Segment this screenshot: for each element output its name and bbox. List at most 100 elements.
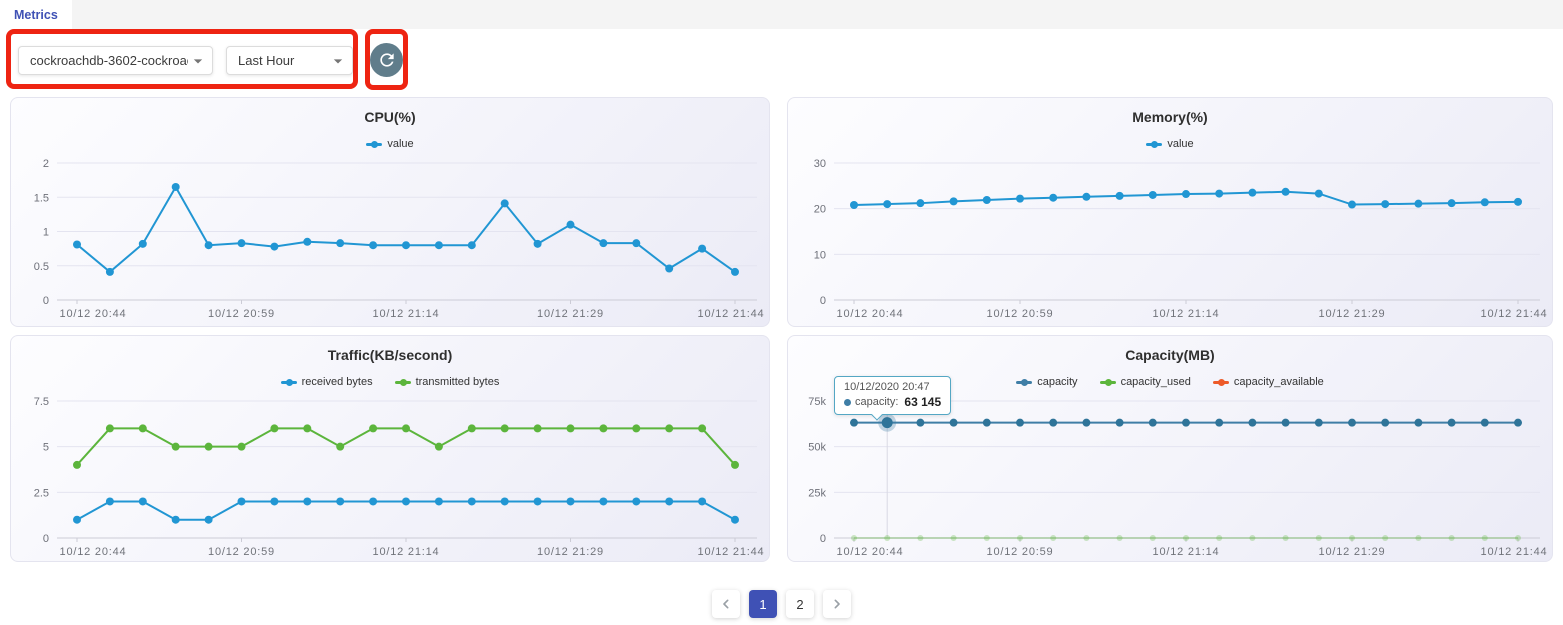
svg-text:10/12 20:59: 10/12 20:59	[208, 308, 275, 320]
legend-label: transmitted bytes	[415, 376, 500, 388]
legend-label: value	[1167, 138, 1194, 150]
svg-text:10/12 21:44: 10/12 21:44	[698, 546, 765, 558]
svg-text:10/12 20:44: 10/12 20:44	[837, 546, 904, 558]
time-range-select-value: Last Hour	[238, 53, 295, 68]
chart-legend: value	[11, 137, 769, 151]
tab-metrics-label: Metrics	[14, 7, 58, 22]
chart-title: CPU(%)	[364, 109, 416, 125]
chart-legend: received bytes transmitted bytes	[11, 375, 769, 389]
svg-text:10/12 21:14: 10/12 21:14	[1153, 308, 1220, 320]
svg-text:50k: 50k	[808, 442, 826, 454]
svg-text:25k: 25k	[808, 487, 826, 499]
svg-text:10/12 21:29: 10/12 21:29	[537, 308, 604, 320]
svg-text:10/12 20:59: 10/12 20:59	[987, 308, 1054, 320]
legend-item-received-bytes[interactable]: received bytes	[280, 376, 373, 388]
svg-text:20: 20	[814, 204, 826, 216]
legend-marker-icon	[280, 378, 297, 386]
time-range-select[interactable]: Last Hour	[226, 46, 353, 75]
svg-text:10: 10	[814, 249, 826, 261]
legend-label: capacity_available	[1233, 376, 1324, 388]
svg-text:10/12 21:44: 10/12 21:44	[1481, 546, 1548, 558]
series-dot-icon	[844, 398, 851, 406]
legend-item-transmitted-bytes[interactable]: transmitted bytes	[394, 376, 500, 388]
annotation-box-selects: cockroachdb-3602-cockroac... Last Hour	[6, 29, 358, 89]
next-page-button[interactable]	[823, 590, 851, 618]
svg-text:10/12 20:44: 10/12 20:44	[60, 546, 127, 558]
svg-text:0.5: 0.5	[34, 261, 49, 273]
svg-text:2: 2	[43, 158, 49, 170]
svg-text:10/12 20:59: 10/12 20:59	[208, 546, 275, 558]
svg-text:1: 1	[43, 227, 49, 239]
svg-text:10/12 21:29: 10/12 21:29	[537, 546, 604, 558]
svg-text:10/12 21:14: 10/12 21:14	[373, 546, 440, 558]
cpu-chart-canvas[interactable]: 0 0.5 1 1.5 2 10/12 20:44 10/12 20:59 10/12 21:…	[11, 155, 769, 323]
svg-text:0: 0	[820, 533, 826, 545]
legend-label: value	[387, 138, 414, 150]
svg-text:10/12 21:29: 10/12 21:29	[1319, 308, 1386, 320]
svg-text:10/12 21:44: 10/12 21:44	[1481, 308, 1548, 320]
legend-item-capacity_available[interactable]: capacity_available	[1212, 376, 1324, 388]
chart-panel-capacity: Capacity(MB) capacity capacity_used capaci…	[787, 335, 1553, 562]
svg-text:10/12 21:14: 10/12 21:14	[373, 308, 440, 320]
chart-panel-memory: Memory(%) value 0 10 20 30 10/12 20:44 10/12 …	[787, 97, 1553, 327]
svg-text:0: 0	[43, 533, 49, 545]
legend-label: received bytes	[301, 376, 373, 388]
legend-item-value[interactable]: value	[366, 138, 414, 150]
chart-panel-cpu: CPU(%) value 0 0.5 1 1.5 2 10/12 20:44 10/12 2…	[10, 97, 770, 327]
cluster-select[interactable]: cockroachdb-3602-cockroac...	[18, 46, 213, 75]
prev-page-button[interactable]	[712, 590, 740, 618]
svg-text:5: 5	[43, 442, 49, 454]
svg-text:0: 0	[43, 295, 49, 307]
memory-chart-canvas[interactable]: 0 10 20 30 10/12 20:44 10/12 20:59 10/12 21:14…	[788, 155, 1552, 323]
tooltip-series-label: capacity:	[855, 396, 899, 408]
legend-marker-icon	[1146, 140, 1163, 148]
tooltip-date: 10/12/2020 20:47	[844, 381, 930, 393]
legend-marker-icon	[1099, 378, 1116, 386]
tab-bar: Metrics	[0, 0, 1563, 29]
legend-label: capacity	[1037, 376, 1078, 388]
chart-title: Memory(%)	[1132, 109, 1208, 125]
chart-legend: capacity capacity_used capacity_available	[788, 375, 1552, 389]
chart-panel-traffic: Traffic(KB/second) received bytes transmi…	[10, 335, 770, 562]
svg-text:30: 30	[814, 158, 826, 170]
svg-text:10/12 21:29: 10/12 21:29	[1319, 546, 1386, 558]
chart-title: Traffic(KB/second)	[327, 347, 453, 363]
chevron-left-icon	[723, 599, 729, 609]
chart-legend: value	[788, 137, 1552, 151]
caret-down-icon	[333, 58, 343, 63]
legend-label: capacity_used	[1120, 376, 1191, 388]
svg-text:10/12 21:44: 10/12 21:44	[698, 308, 765, 320]
tooltip-value: 63 145	[904, 395, 942, 409]
chart-title: Capacity(MB)	[1125, 347, 1215, 363]
charts-grid: CPU(%) value 0 0.5 1 1.5 2 10/12 20:44 10/12 2…	[0, 97, 1563, 562]
cluster-select-value: cockroachdb-3602-cockroac...	[30, 53, 188, 68]
legend-marker-icon	[394, 378, 411, 386]
legend-marker-icon	[366, 140, 383, 148]
legend-item-capacity_used[interactable]: capacity_used	[1099, 376, 1191, 388]
toolbar: cockroachdb-3602-cockroac... Last Hour	[0, 29, 1563, 97]
legend-item-capacity[interactable]: capacity	[1016, 376, 1078, 388]
svg-text:1.5: 1.5	[34, 192, 49, 204]
page-button-2[interactable]: 2	[786, 590, 814, 618]
svg-text:0: 0	[820, 295, 826, 307]
chevron-right-icon	[834, 599, 840, 609]
caret-down-icon	[193, 58, 203, 63]
legend-marker-icon	[1016, 378, 1033, 386]
svg-text:10/12 20:59: 10/12 20:59	[987, 546, 1054, 558]
svg-text:10/12 20:44: 10/12 20:44	[837, 308, 904, 320]
refresh-button[interactable]	[370, 42, 403, 77]
svg-text:10/12 20:44: 10/12 20:44	[60, 308, 127, 320]
legend-item-value[interactable]: value	[1146, 138, 1194, 150]
annotation-box-refresh	[365, 29, 408, 90]
capacity-chart-canvas[interactable]: 0 25k 50k 75k 10/12 20:44 10/12 20:59 10/12 21…	[788, 393, 1552, 561]
svg-text:75k: 75k	[808, 396, 826, 408]
tab-metrics[interactable]: Metrics	[0, 0, 72, 29]
svg-text:2.5: 2.5	[34, 487, 49, 499]
chart-tooltip: 10/12/2020 20:47 capacity: 63 145	[834, 376, 952, 421]
svg-text:7.5: 7.5	[34, 396, 49, 408]
refresh-icon	[379, 52, 394, 67]
traffic-chart-canvas[interactable]: 0 2.5 5 7.5 10/12 20:44 10/12 20:59 10/12 21:1…	[11, 393, 769, 561]
svg-text:10/12 21:14: 10/12 21:14	[1153, 546, 1220, 558]
page-button-1[interactable]: 1	[749, 590, 777, 618]
legend-marker-icon	[1212, 378, 1229, 386]
